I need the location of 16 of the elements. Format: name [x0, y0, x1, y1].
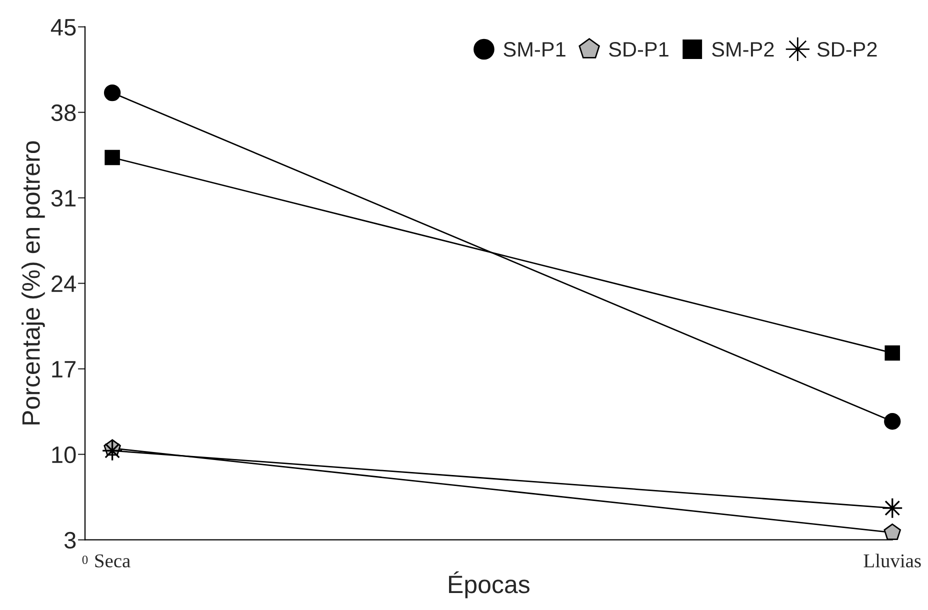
y-tick-label: 3 [64, 532, 76, 549]
y-tick-label: 38 [51, 104, 76, 122]
x-axis-title: Épocas [449, 571, 530, 598]
legend-label: SM-P1 [504, 42, 566, 57]
y-tick-label: 45 [50, 19, 76, 36]
x-tick-label: Seca [95, 554, 130, 568]
y-tick-label: 10 [52, 446, 76, 464]
legend-label: SD-P1 [609, 42, 668, 57]
x-tick-label: Lluvias [864, 554, 921, 568]
y-tick-label: 24 [52, 275, 76, 292]
y-axis-title: Porcentaje (%) en potrero [22, 141, 45, 424]
legend-label: SM-P2 [712, 42, 774, 57]
legend-label: SD-P2 [817, 42, 877, 57]
y-tick-label: 17 [52, 361, 76, 378]
text: 0 [82, 556, 88, 564]
y-tick-label: 31 [51, 190, 76, 207]
